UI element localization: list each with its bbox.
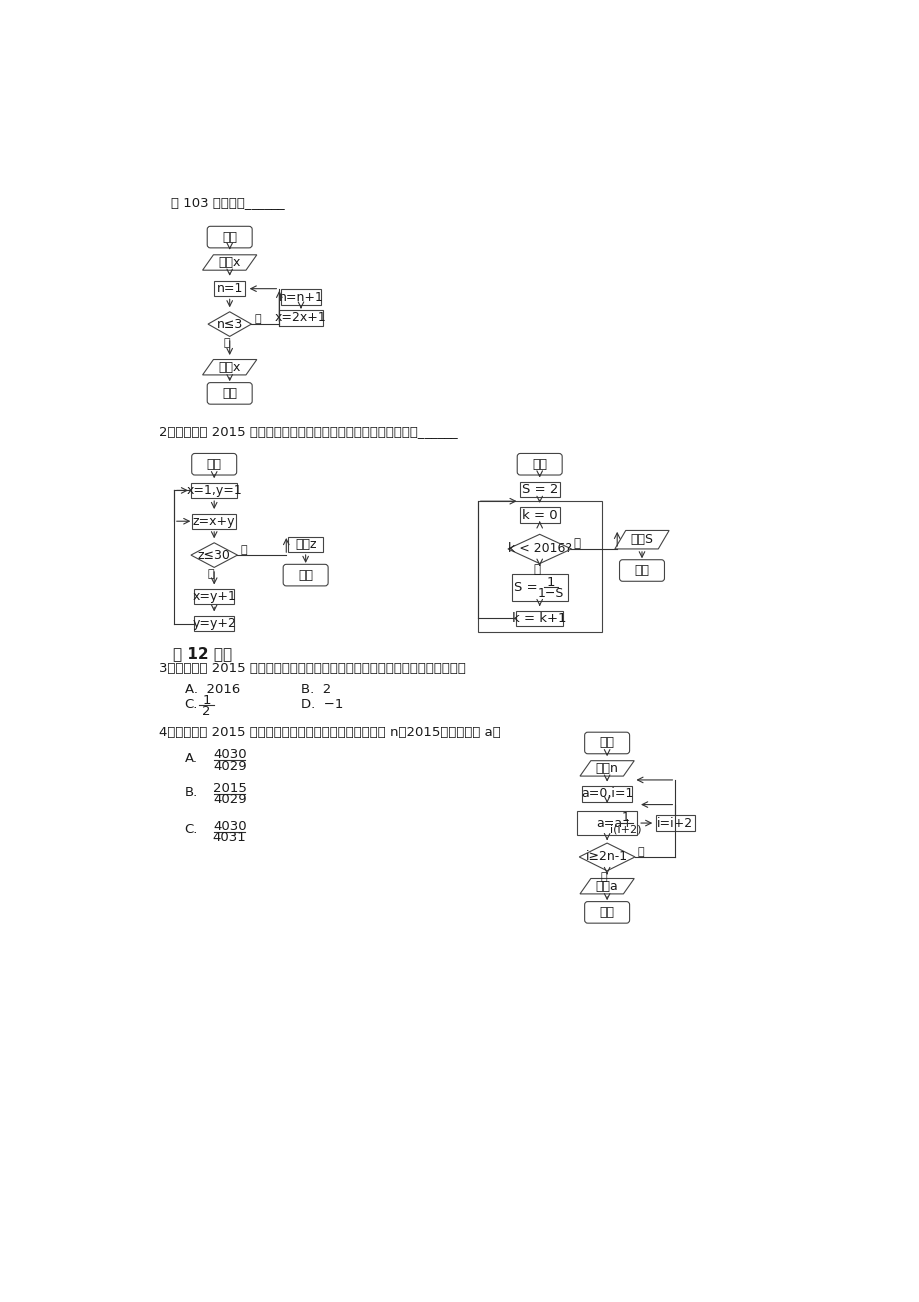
Text: 输出a: 输出a bbox=[596, 880, 618, 893]
Text: 是: 是 bbox=[208, 569, 214, 578]
FancyBboxPatch shape bbox=[191, 453, 236, 475]
FancyBboxPatch shape bbox=[192, 513, 235, 529]
Polygon shape bbox=[579, 844, 634, 871]
Text: 4030: 4030 bbox=[212, 749, 246, 762]
Polygon shape bbox=[191, 543, 237, 568]
Polygon shape bbox=[579, 879, 633, 894]
Text: A.: A. bbox=[185, 751, 198, 764]
Text: 结束: 结束 bbox=[634, 564, 649, 577]
FancyBboxPatch shape bbox=[280, 289, 321, 305]
FancyBboxPatch shape bbox=[214, 281, 245, 297]
Text: i≥2n-1: i≥2n-1 bbox=[585, 850, 628, 863]
Text: 第 12 题图: 第 12 题图 bbox=[173, 646, 232, 661]
Text: A.  2016: A. 2016 bbox=[185, 682, 240, 695]
Text: i(i+2): i(i+2) bbox=[609, 824, 641, 835]
Text: 1: 1 bbox=[621, 811, 629, 824]
Text: 结束: 结束 bbox=[298, 569, 312, 582]
Text: a=0,i=1: a=0,i=1 bbox=[580, 788, 632, 801]
Text: C.: C. bbox=[185, 698, 198, 711]
Text: 否: 否 bbox=[637, 848, 643, 857]
Polygon shape bbox=[202, 255, 256, 271]
Text: x=2x+1: x=2x+1 bbox=[275, 311, 326, 324]
FancyBboxPatch shape bbox=[516, 611, 562, 626]
Text: 3、（青岛市 2015 届高三）如果执行如图（右上）的程序框图，那么输出的値是: 3、（青岛市 2015 届高三）如果执行如图（右上）的程序框图，那么输出的値是 bbox=[159, 661, 466, 674]
Text: 开始: 开始 bbox=[222, 230, 237, 243]
Text: 1−S: 1−S bbox=[537, 587, 563, 600]
Text: S = 2: S = 2 bbox=[521, 483, 557, 496]
Text: 结束: 结束 bbox=[599, 906, 614, 919]
Text: x=1,y=1: x=1,y=1 bbox=[187, 484, 242, 497]
Text: B.: B. bbox=[185, 786, 198, 798]
Polygon shape bbox=[202, 359, 256, 375]
Text: 于 103 的概率是______: 于 103 的概率是______ bbox=[171, 195, 284, 208]
FancyBboxPatch shape bbox=[655, 815, 694, 831]
Text: 1: 1 bbox=[202, 694, 210, 707]
FancyBboxPatch shape bbox=[582, 786, 631, 802]
Text: 4029: 4029 bbox=[212, 759, 246, 772]
Text: 输入x: 输入x bbox=[219, 256, 241, 270]
Polygon shape bbox=[208, 311, 251, 336]
Text: 否: 否 bbox=[240, 546, 247, 556]
FancyBboxPatch shape bbox=[288, 536, 323, 552]
Text: 输入n: 输入n bbox=[595, 762, 618, 775]
Text: 输出S: 输出S bbox=[630, 534, 652, 547]
Text: 是: 是 bbox=[255, 315, 261, 324]
Text: n≤3: n≤3 bbox=[216, 318, 243, 331]
Text: 4、（潍坊市 2015 届高三）运行右面的程序框图，若输入 n＝2015，则输出的 a＝: 4、（潍坊市 2015 届高三）运行右面的程序框图，若输入 n＝2015，则输出… bbox=[159, 725, 500, 738]
Text: z≤30: z≤30 bbox=[198, 548, 231, 561]
Text: 结束: 结束 bbox=[222, 387, 237, 400]
Text: 1: 1 bbox=[546, 575, 554, 589]
FancyBboxPatch shape bbox=[207, 227, 252, 247]
FancyBboxPatch shape bbox=[516, 453, 562, 475]
FancyBboxPatch shape bbox=[279, 310, 323, 326]
Text: a=a+: a=a+ bbox=[596, 816, 632, 829]
Text: 2: 2 bbox=[202, 704, 210, 717]
Text: n=n+1: n=n+1 bbox=[278, 290, 323, 303]
FancyBboxPatch shape bbox=[519, 482, 560, 497]
Text: 开始: 开始 bbox=[207, 458, 221, 471]
FancyBboxPatch shape bbox=[194, 589, 234, 604]
Text: n=1: n=1 bbox=[216, 283, 243, 296]
FancyBboxPatch shape bbox=[576, 811, 637, 836]
Text: S =: S = bbox=[514, 581, 537, 594]
Text: z=x+y: z=x+y bbox=[193, 514, 235, 527]
Text: 4029: 4029 bbox=[212, 793, 246, 806]
Text: y=y+2: y=y+2 bbox=[192, 617, 236, 630]
FancyBboxPatch shape bbox=[283, 564, 328, 586]
FancyBboxPatch shape bbox=[194, 616, 234, 631]
FancyBboxPatch shape bbox=[511, 574, 567, 602]
Polygon shape bbox=[614, 530, 668, 549]
Polygon shape bbox=[507, 534, 571, 564]
Text: D.  −1: D. −1 bbox=[301, 698, 343, 711]
Text: 4031: 4031 bbox=[212, 831, 246, 844]
Text: i=i+2: i=i+2 bbox=[656, 816, 693, 829]
FancyBboxPatch shape bbox=[519, 508, 560, 523]
FancyBboxPatch shape bbox=[618, 560, 664, 581]
Text: 4030: 4030 bbox=[212, 820, 246, 833]
Text: 2015: 2015 bbox=[212, 783, 246, 796]
Text: 输出z: 输出z bbox=[295, 538, 316, 551]
FancyBboxPatch shape bbox=[207, 383, 252, 404]
Text: 2、（临沂市 2015 届高三）执行如图所示的程序，则输出的结果为______: 2、（临沂市 2015 届高三）执行如图所示的程序，则输出的结果为______ bbox=[159, 426, 458, 439]
Polygon shape bbox=[579, 760, 633, 776]
Text: 开始: 开始 bbox=[599, 737, 614, 750]
Text: x=y+1: x=y+1 bbox=[192, 590, 236, 603]
Text: C.: C. bbox=[185, 823, 198, 836]
Text: k < 2016?: k < 2016? bbox=[507, 543, 571, 556]
FancyBboxPatch shape bbox=[584, 732, 629, 754]
Text: 否: 否 bbox=[223, 337, 230, 348]
Text: 开始: 开始 bbox=[531, 458, 547, 471]
Text: 是: 是 bbox=[600, 872, 607, 881]
Text: B.  2: B. 2 bbox=[301, 682, 331, 695]
Text: k = k+1: k = k+1 bbox=[512, 612, 566, 625]
Text: 否: 否 bbox=[573, 536, 580, 549]
Text: k = 0: k = 0 bbox=[521, 509, 557, 522]
FancyBboxPatch shape bbox=[584, 901, 629, 923]
Text: 是: 是 bbox=[532, 564, 539, 577]
Text: 输出x: 输出x bbox=[219, 361, 241, 374]
FancyBboxPatch shape bbox=[191, 483, 237, 499]
